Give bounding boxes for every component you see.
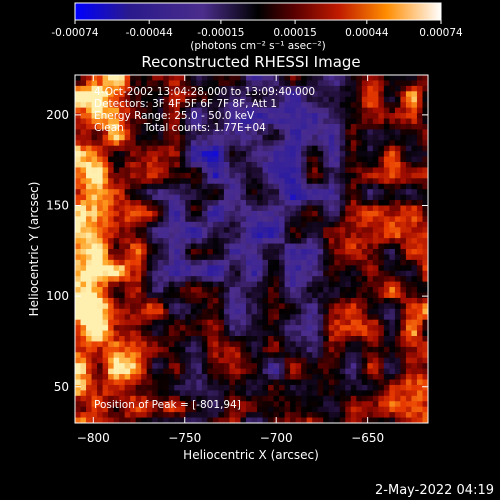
footer-timestamp: 2-May-2022 04:19: [375, 483, 494, 498]
annotation-detectors: Detectors: 3F 4F 5F 6F 7F 8F, Att 1: [94, 98, 277, 110]
colorbar-tick-label: 0.00074: [419, 27, 463, 39]
y-tick-label: 50: [54, 380, 69, 394]
annotation-energy: Energy Range: 25.0 - 50.0 keV: [94, 110, 255, 122]
axis-ticks: −800 −750 −700 −650 50 100 150 200: [46, 75, 428, 445]
x-tick-label: −750: [168, 431, 201, 445]
x-tick-label: −800: [77, 431, 110, 445]
y-tick-label: 150: [46, 199, 69, 213]
annotation-peak: Position of Peak = [-801,94]: [94, 399, 241, 411]
plot-area: [75, 75, 428, 423]
colorbar-ticks: -0.00074 -0.00044 -0.00015 0.00015 0.00044 0.…: [51, 20, 463, 39]
x-tick-label: −700: [260, 431, 293, 445]
annotation-method: Clean Total counts: 1.77E+04: [94, 122, 266, 134]
y-axis-label: Heliocentric Y (arcsec): [27, 182, 41, 317]
colorbar-tick-label: 0.00015: [273, 27, 316, 39]
plot-frame: [74, 74, 429, 424]
x-axis-label: Heliocentric X (arcsec): [183, 448, 319, 462]
x-tick-label: −650: [351, 431, 384, 445]
colorbar-gradient: [74, 2, 442, 21]
colorbar-tick-label: -0.00074: [51, 27, 99, 39]
image-annotations: 4-Oct-2002 13:04:28.000 to 13:09:40.000 …: [94, 86, 315, 411]
heatmap-image: [75, 75, 428, 423]
colorbar-tick-label: 0.00044: [345, 27, 389, 39]
colorbar: -0.00074 -0.00044 -0.00015 0.00015 0.00044 0.…: [51, 2, 463, 52]
colorbar-tick-label: -0.00044: [126, 27, 174, 39]
colorbar-unit-label: (photons cm⁻² s⁻¹ asec⁻²): [190, 40, 325, 52]
annotation-time: 4-Oct-2002 13:04:28.000 to 13:09:40.000: [94, 86, 315, 98]
colorbar-tick-label: -0.00015: [197, 27, 244, 39]
chart-title: Reconstructed RHESSI Image: [141, 53, 360, 71]
y-tick-label: 200: [46, 108, 69, 122]
y-tick-label: 100: [46, 289, 69, 303]
